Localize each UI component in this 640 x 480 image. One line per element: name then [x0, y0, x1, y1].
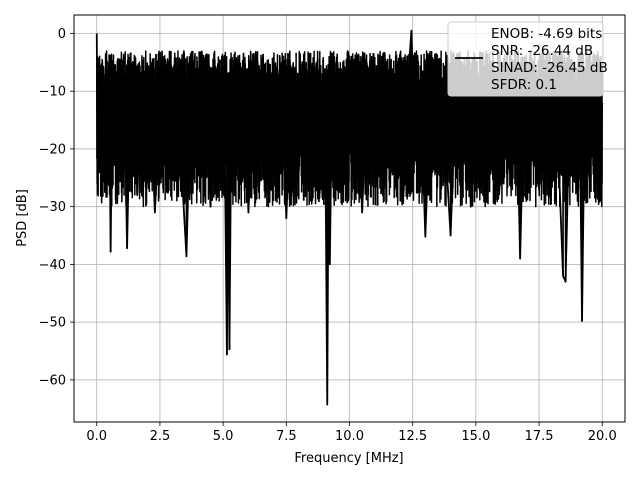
x-tick-label: 15.0 [461, 429, 490, 444]
x-axis-label: Frequency [MHz] [294, 451, 403, 466]
y-tick-label: −20 [39, 142, 66, 157]
x-tick-label: 20.0 [588, 429, 617, 444]
y-axis-label: PSD [dB] [15, 189, 30, 247]
x-tick-label: 5.0 [213, 429, 234, 444]
x-tick-label: 12.5 [398, 429, 427, 444]
legend-snr: SNR: -26.44 dB [491, 43, 593, 59]
x-axis-ticks: 0.0 2.5 5.0 7.5 10.0 12.5 15.0 17.5 20.0 [86, 422, 617, 444]
legend-enob: ENOB: -4.69 bits [491, 26, 602, 42]
x-tick-label: 0.0 [86, 429, 107, 444]
x-tick-label: 2.5 [150, 429, 171, 444]
y-tick-label: −10 [39, 85, 66, 100]
x-tick-label: 7.5 [276, 429, 297, 444]
legend: ENOB: -4.69 bits SNR: -26.44 dB SINAD: -… [447, 21, 608, 97]
legend-box [447, 21, 604, 97]
y-tick-label: −50 [39, 316, 66, 331]
y-tick-label: 0 [58, 27, 66, 42]
psd-series-key-trace [95, 29, 604, 406]
y-tick-label: −40 [39, 258, 66, 273]
legend-sinad: SINAD: -26.45 dB [491, 60, 608, 76]
x-tick-label: 10.0 [335, 429, 364, 444]
y-tick-label: −30 [39, 200, 66, 215]
y-axis-ticks: 0 −10 −20 −30 −40 −50 −60 [39, 27, 74, 388]
y-tick-label: −60 [39, 373, 66, 388]
legend-sfdr: SFDR: 0.1 [491, 77, 557, 93]
x-tick-label: 17.5 [525, 429, 554, 444]
